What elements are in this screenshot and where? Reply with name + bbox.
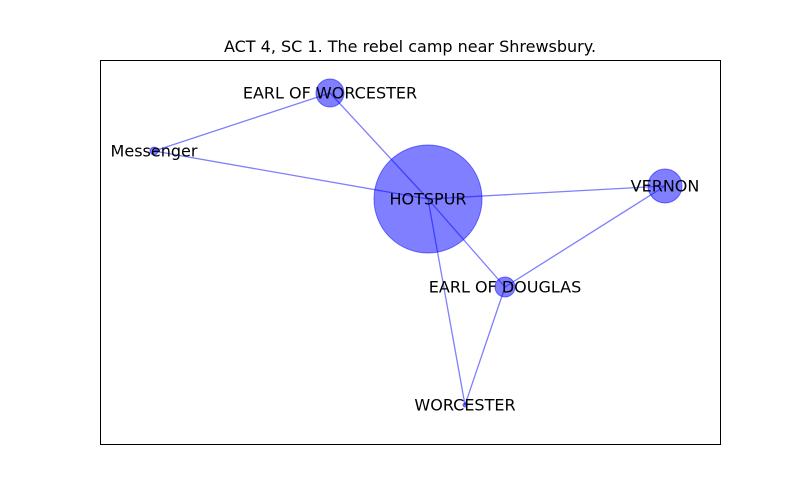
edge-douglas-worcester [464, 286, 506, 406]
node-worcester_earl [315, 78, 345, 108]
node-label-messenger: Messenger [111, 142, 198, 161]
node-douglas [494, 276, 516, 298]
label-layer: HOTSPUR EARL OF WORCESTER Messenger VERNON E… [111, 84, 700, 415]
node-label-worcester: WORCESTER [414, 396, 515, 415]
chart-title: ACT 4, SC 1. The rebel camp near Shrewsb… [224, 37, 596, 56]
node-hotspur [373, 144, 483, 254]
node-label-douglas: EARL OF DOUGLAS [429, 278, 581, 297]
edge-vernon-douglas [504, 185, 666, 288]
node-label-worcester_earl: EARL OF WORCESTER [243, 84, 417, 103]
node-label-vernon: VERNON [631, 177, 700, 196]
node-layer [149, 78, 683, 408]
plot-frame [100, 60, 721, 445]
edge-messenger-worcester_earl [153, 92, 331, 152]
node-messenger [149, 146, 159, 156]
node-label-hotspur: HOTSPUR [389, 190, 466, 209]
node-worcester [462, 402, 468, 408]
node-vernon [647, 168, 683, 204]
